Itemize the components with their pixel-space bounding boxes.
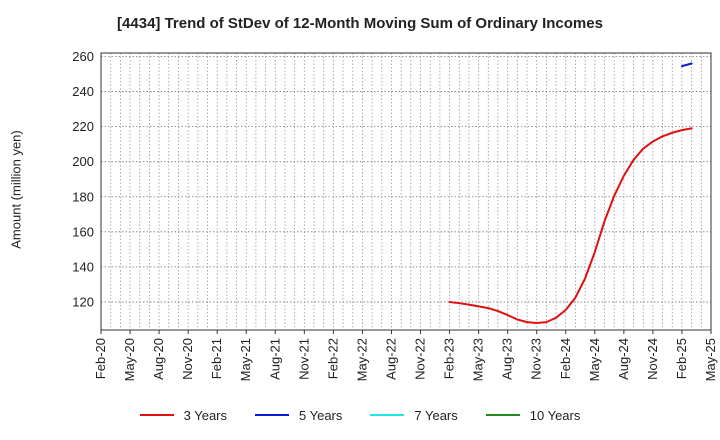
y-tick-label: 120	[72, 294, 94, 309]
legend-label-5-years: 5 Years	[299, 407, 343, 423]
y-tick-label: 220	[72, 119, 94, 134]
x-tick-label: Nov-23	[529, 338, 544, 380]
y-tick-label: 180	[72, 189, 94, 204]
chart-title: [4434] Trend of StDev of 12-Month Moving…	[117, 15, 603, 32]
x-tick-label: Aug-20	[151, 338, 166, 380]
x-tick-label: Feb-20	[93, 338, 108, 379]
x-tick-label: Aug-24	[616, 338, 631, 380]
legend-swatch-3-years	[139, 414, 174, 416]
x-tick-label: May-22	[354, 338, 369, 381]
x-tick-label: Nov-20	[180, 338, 195, 380]
y-tick-label: 160	[72, 224, 94, 239]
x-tick-label: Nov-24	[645, 338, 660, 380]
legend-label-7-years: 7 Years	[414, 407, 458, 423]
y-tick-label: 200	[72, 154, 94, 169]
legend-label-10-years: 10 Years	[529, 407, 581, 423]
x-tick-label: Nov-21	[296, 338, 311, 380]
legend-item-10-years: 10 Years	[485, 407, 581, 423]
x-tick-label: Aug-21	[267, 338, 282, 380]
y-tick-label: 260	[72, 49, 94, 64]
x-tick-label: Feb-23	[442, 338, 457, 379]
series-line-3-years	[448, 127, 693, 324]
legend-item-3-years: 3 Years	[139, 407, 227, 423]
chart-legend: 3 Years 5 Years 7 Years 10 Years	[0, 405, 720, 425]
x-tick-label: May-20	[122, 338, 137, 381]
x-tick-label: Feb-25	[674, 338, 689, 379]
legend-swatch-10-years	[485, 414, 520, 416]
y-tick-label: 140	[72, 259, 94, 274]
y-tick-label: 240	[72, 84, 94, 99]
x-tick-label: May-23	[471, 338, 486, 381]
legend-swatch-5-years	[255, 414, 289, 416]
legend-item-5-years: 5 Years	[255, 408, 342, 423]
x-tick-label: Feb-22	[325, 338, 340, 379]
legend-label-3-years: 3 Years	[183, 407, 227, 423]
legend-item-7-years: 7 Years	[370, 407, 458, 423]
x-tick-label: Aug-22	[383, 338, 398, 380]
x-tick-label: May-21	[238, 338, 253, 381]
legend-swatch-7-years	[370, 414, 405, 416]
plot-area-frame	[100, 52, 712, 331]
series-line-5-years	[680, 62, 693, 68]
x-tick-label: Feb-21	[209, 338, 224, 379]
x-tick-label: Nov-22	[413, 338, 428, 380]
x-tick-label: May-25	[703, 338, 718, 381]
x-tick-label: Aug-23	[500, 338, 515, 380]
x-tick-label: May-24	[587, 338, 602, 381]
x-tick-label: Feb-24	[558, 338, 573, 379]
